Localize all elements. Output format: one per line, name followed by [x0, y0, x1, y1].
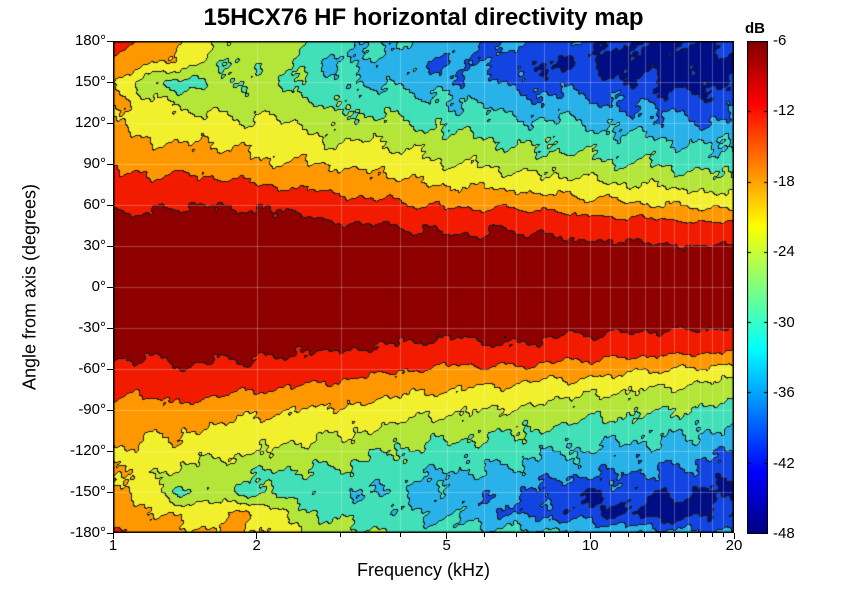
- x-minor-tick-mark: [711, 533, 713, 537]
- x-minor-tick-mark: [627, 533, 629, 537]
- y-tick-label: 120°: [74, 114, 106, 131]
- y-tick-label: -180°: [69, 524, 106, 541]
- colorbar: [747, 41, 768, 534]
- chart-title: 15HCX76 HF horizontal directivity map: [203, 4, 644, 31]
- colorbar-tick-label: -42: [773, 454, 795, 472]
- x-tick-mark: [589, 533, 591, 539]
- y-tick-mark: [107, 450, 113, 452]
- y-tick-mark: [107, 245, 113, 247]
- x-minor-tick-mark: [483, 533, 485, 537]
- y-tick-label: 30°: [83, 237, 106, 254]
- y-tick-label: -30°: [78, 319, 106, 336]
- x-minor-tick-mark: [659, 533, 661, 537]
- y-tick-label: 180°: [74, 32, 106, 49]
- y-tick-mark: [107, 368, 113, 370]
- y-tick-label: 90°: [83, 155, 106, 172]
- x-tick-label: 20: [725, 537, 743, 554]
- colorbar-tick-label: -30: [773, 313, 795, 331]
- colorbar-tick-label: -48: [773, 525, 795, 542]
- y-tick-mark: [107, 286, 113, 288]
- x-minor-tick-mark: [399, 533, 401, 537]
- colorbar-tick-label: -6: [773, 32, 787, 49]
- x-tick-label: 2: [252, 537, 261, 554]
- y-tick-mark: [107, 327, 113, 329]
- colorbar-tick-label: -24: [773, 243, 795, 261]
- x-axis-label: Frequency (kHz): [356, 560, 491, 580]
- x-minor-tick-mark: [644, 533, 646, 537]
- x-minor-tick-mark: [699, 533, 701, 537]
- y-tick-mark: [107, 491, 113, 493]
- y-tick-label: -90°: [78, 401, 106, 418]
- x-minor-tick-mark: [567, 533, 569, 537]
- x-tick-mark: [112, 533, 114, 539]
- x-minor-tick-mark: [543, 533, 545, 537]
- x-minor-tick-mark: [687, 533, 689, 537]
- x-tick-mark: [446, 533, 448, 539]
- y-tick-label: 0°: [91, 278, 106, 295]
- x-tick-mark: [256, 533, 258, 539]
- y-axis-label: Angle from axis (degrees): [19, 183, 40, 391]
- y-tick-label: -60°: [78, 360, 106, 377]
- colorbar-tick-label: -36: [773, 384, 795, 402]
- contour-plot-canvas: [113, 41, 734, 533]
- y-tick-label: 150°: [74, 73, 106, 90]
- y-tick-mark: [107, 163, 113, 165]
- x-minor-tick-mark: [609, 533, 611, 537]
- y-tick-mark: [107, 81, 113, 83]
- colorbar-tick-label: -18: [773, 172, 795, 190]
- colorbar-unit-label: dB: [745, 20, 765, 37]
- y-tick-label: 60°: [83, 196, 106, 213]
- colorbar-tick-label: -12: [773, 102, 795, 120]
- y-tick-mark: [107, 40, 113, 42]
- x-minor-tick-mark: [340, 533, 342, 537]
- y-tick-mark: [107, 204, 113, 206]
- x-tick-mark: [733, 533, 735, 539]
- x-minor-tick-mark: [673, 533, 675, 537]
- y-tick-label: -120°: [69, 442, 106, 459]
- y-tick-mark: [107, 122, 113, 124]
- y-tick-mark: [107, 532, 113, 534]
- x-tick-label: 1: [108, 537, 118, 554]
- y-tick-label: -150°: [69, 483, 106, 500]
- x-tick-label: 5: [442, 537, 451, 554]
- x-tick-label: 10: [581, 537, 599, 554]
- x-minor-tick-mark: [722, 533, 724, 537]
- x-minor-tick-mark: [515, 533, 517, 537]
- y-tick-mark: [107, 409, 113, 411]
